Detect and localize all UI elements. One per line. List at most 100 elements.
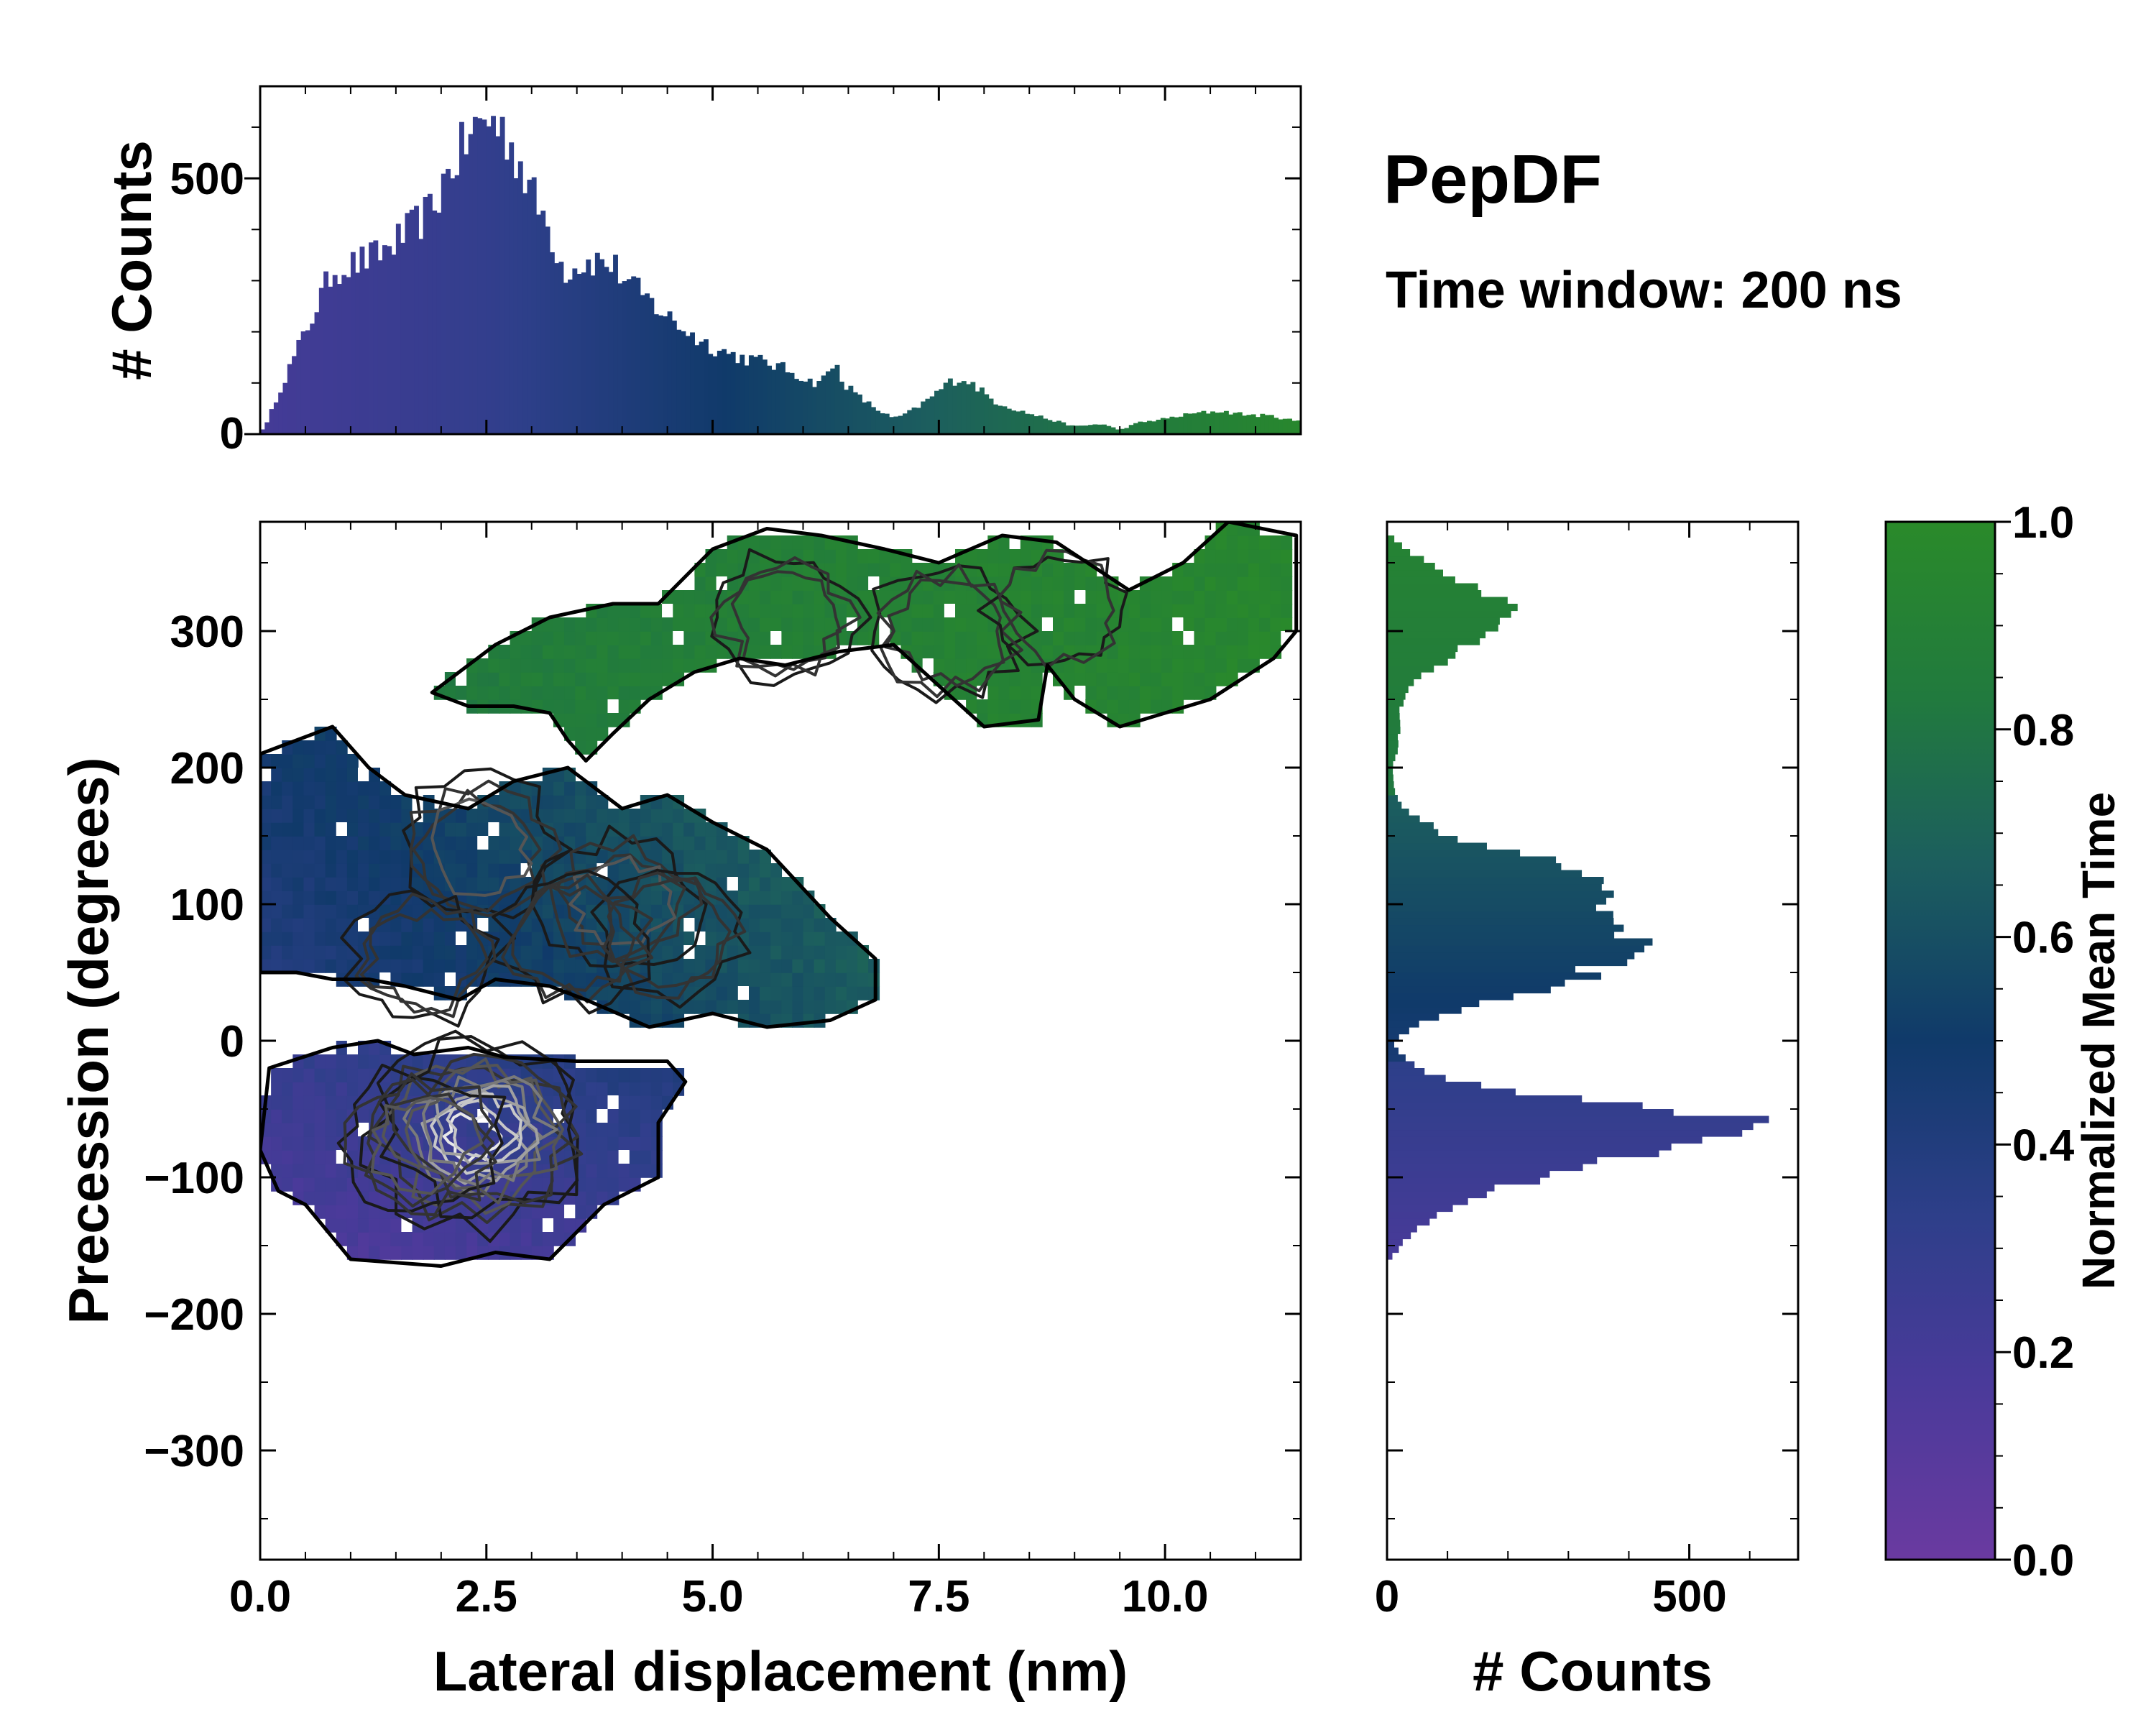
- top-histogram-bar: [893, 416, 899, 434]
- map-cell: [575, 822, 587, 837]
- map-empty-bin: [727, 877, 738, 891]
- map-cell: [1074, 645, 1087, 659]
- map-cell: [510, 877, 522, 891]
- top-histogram-bar: [1051, 421, 1057, 434]
- colorbar-label: Normalized Mean Time: [2073, 792, 2124, 1289]
- map-cell: [1270, 645, 1282, 659]
- map-density-contour: [359, 1029, 579, 1243]
- map-cell: [423, 932, 435, 946]
- map-cell: [629, 1068, 641, 1082]
- top-histogram-bar: [377, 260, 383, 434]
- map-cell: [314, 904, 326, 919]
- map-cell: [369, 822, 381, 837]
- map-cell: [727, 549, 739, 564]
- map-cell: [292, 1068, 305, 1082]
- map-contours: [336, 548, 1128, 1243]
- map-cell: [727, 959, 739, 973]
- map-cell: [477, 1232, 489, 1246]
- map-cell: [770, 972, 783, 987]
- map-cell: [1052, 563, 1064, 577]
- map-empty-bin: [455, 672, 467, 686]
- map-cell: [412, 932, 424, 946]
- map-cell: [640, 672, 652, 686]
- map-cell: [792, 535, 804, 550]
- map-cell: [303, 1123, 315, 1137]
- map-cell: [781, 959, 793, 973]
- top-histogram-bar: [626, 279, 632, 434]
- main-ytick-label: 0: [220, 1017, 244, 1067]
- map-cell: [282, 1068, 294, 1082]
- map-cell: [282, 959, 294, 973]
- map-cell: [1020, 699, 1032, 714]
- map-cell: [846, 972, 858, 987]
- map-cell: [933, 604, 945, 618]
- map-cell: [1020, 604, 1032, 618]
- map-cell: [1118, 645, 1130, 659]
- top-histogram-bar: [504, 160, 510, 434]
- right-histogram-bar: [1387, 836, 1458, 844]
- map-cell: [1204, 617, 1217, 632]
- map-cell: [803, 631, 815, 645]
- map-cell: [271, 809, 283, 823]
- right-histogram-bar: [1387, 549, 1411, 557]
- map-cell: [466, 863, 478, 878]
- map-cell: [760, 959, 771, 973]
- map-cell: [499, 863, 511, 878]
- map-cell: [325, 822, 337, 837]
- right-histogram-frame: [1386, 520, 1800, 1561]
- map-cell: [792, 590, 804, 604]
- top-histogram-bar: [278, 392, 284, 434]
- map-cell: [575, 658, 587, 673]
- map-cell: [900, 563, 913, 577]
- map-cell: [662, 645, 673, 659]
- top-histogram-bar: [730, 351, 736, 434]
- map-cell: [640, 1109, 652, 1123]
- map-cell: [955, 658, 967, 673]
- map-cell: [488, 686, 500, 700]
- map-cell: [770, 590, 783, 604]
- map-cell: [575, 795, 587, 809]
- map-cell: [542, 1095, 554, 1110]
- map-cell: [499, 658, 511, 673]
- map-cell: [325, 836, 337, 850]
- map-cell: [683, 822, 696, 837]
- map-cell: [346, 836, 359, 850]
- map-cell: [683, 863, 696, 878]
- map-cell: [303, 959, 315, 973]
- top-histogram-bar: [998, 405, 1003, 434]
- map-cell: [618, 658, 630, 673]
- map-cell: [705, 863, 717, 878]
- map-cell: [792, 891, 804, 905]
- map-cell: [1183, 576, 1195, 591]
- map-cell: [325, 945, 337, 960]
- map-cell: [314, 768, 326, 782]
- right-histogram-bar: [1387, 1136, 1703, 1144]
- map-cell: [346, 863, 359, 878]
- top-histogram-bar: [830, 368, 836, 434]
- map-cell: [629, 1109, 641, 1123]
- top-histogram-bar: [517, 161, 523, 435]
- map-cell: [781, 576, 793, 591]
- right-histogram-bar: [1387, 1041, 1394, 1049]
- map-cell: [966, 563, 978, 577]
- map-cell: [499, 1109, 511, 1123]
- map-cell: [433, 1246, 446, 1260]
- top-histogram-bar: [513, 178, 519, 434]
- map-cell: [303, 1177, 315, 1192]
- right-histogram-bar: [1387, 972, 1602, 980]
- map-cell: [650, 891, 663, 905]
- map-cell: [824, 617, 837, 632]
- map-cell: [271, 877, 283, 891]
- map-cell: [346, 891, 359, 905]
- map-cell: [748, 959, 760, 973]
- map-cell: [466, 1068, 478, 1082]
- right-histogram-bar: [1387, 556, 1424, 564]
- map-cell: [835, 549, 847, 564]
- map-cell: [998, 563, 1010, 577]
- map-cell: [369, 1218, 381, 1233]
- map-cell: [531, 945, 543, 960]
- map-density-contour: [434, 1084, 540, 1165]
- map-cell: [781, 945, 793, 960]
- map-empty-bin: [357, 768, 369, 781]
- map-cell: [1031, 672, 1043, 686]
